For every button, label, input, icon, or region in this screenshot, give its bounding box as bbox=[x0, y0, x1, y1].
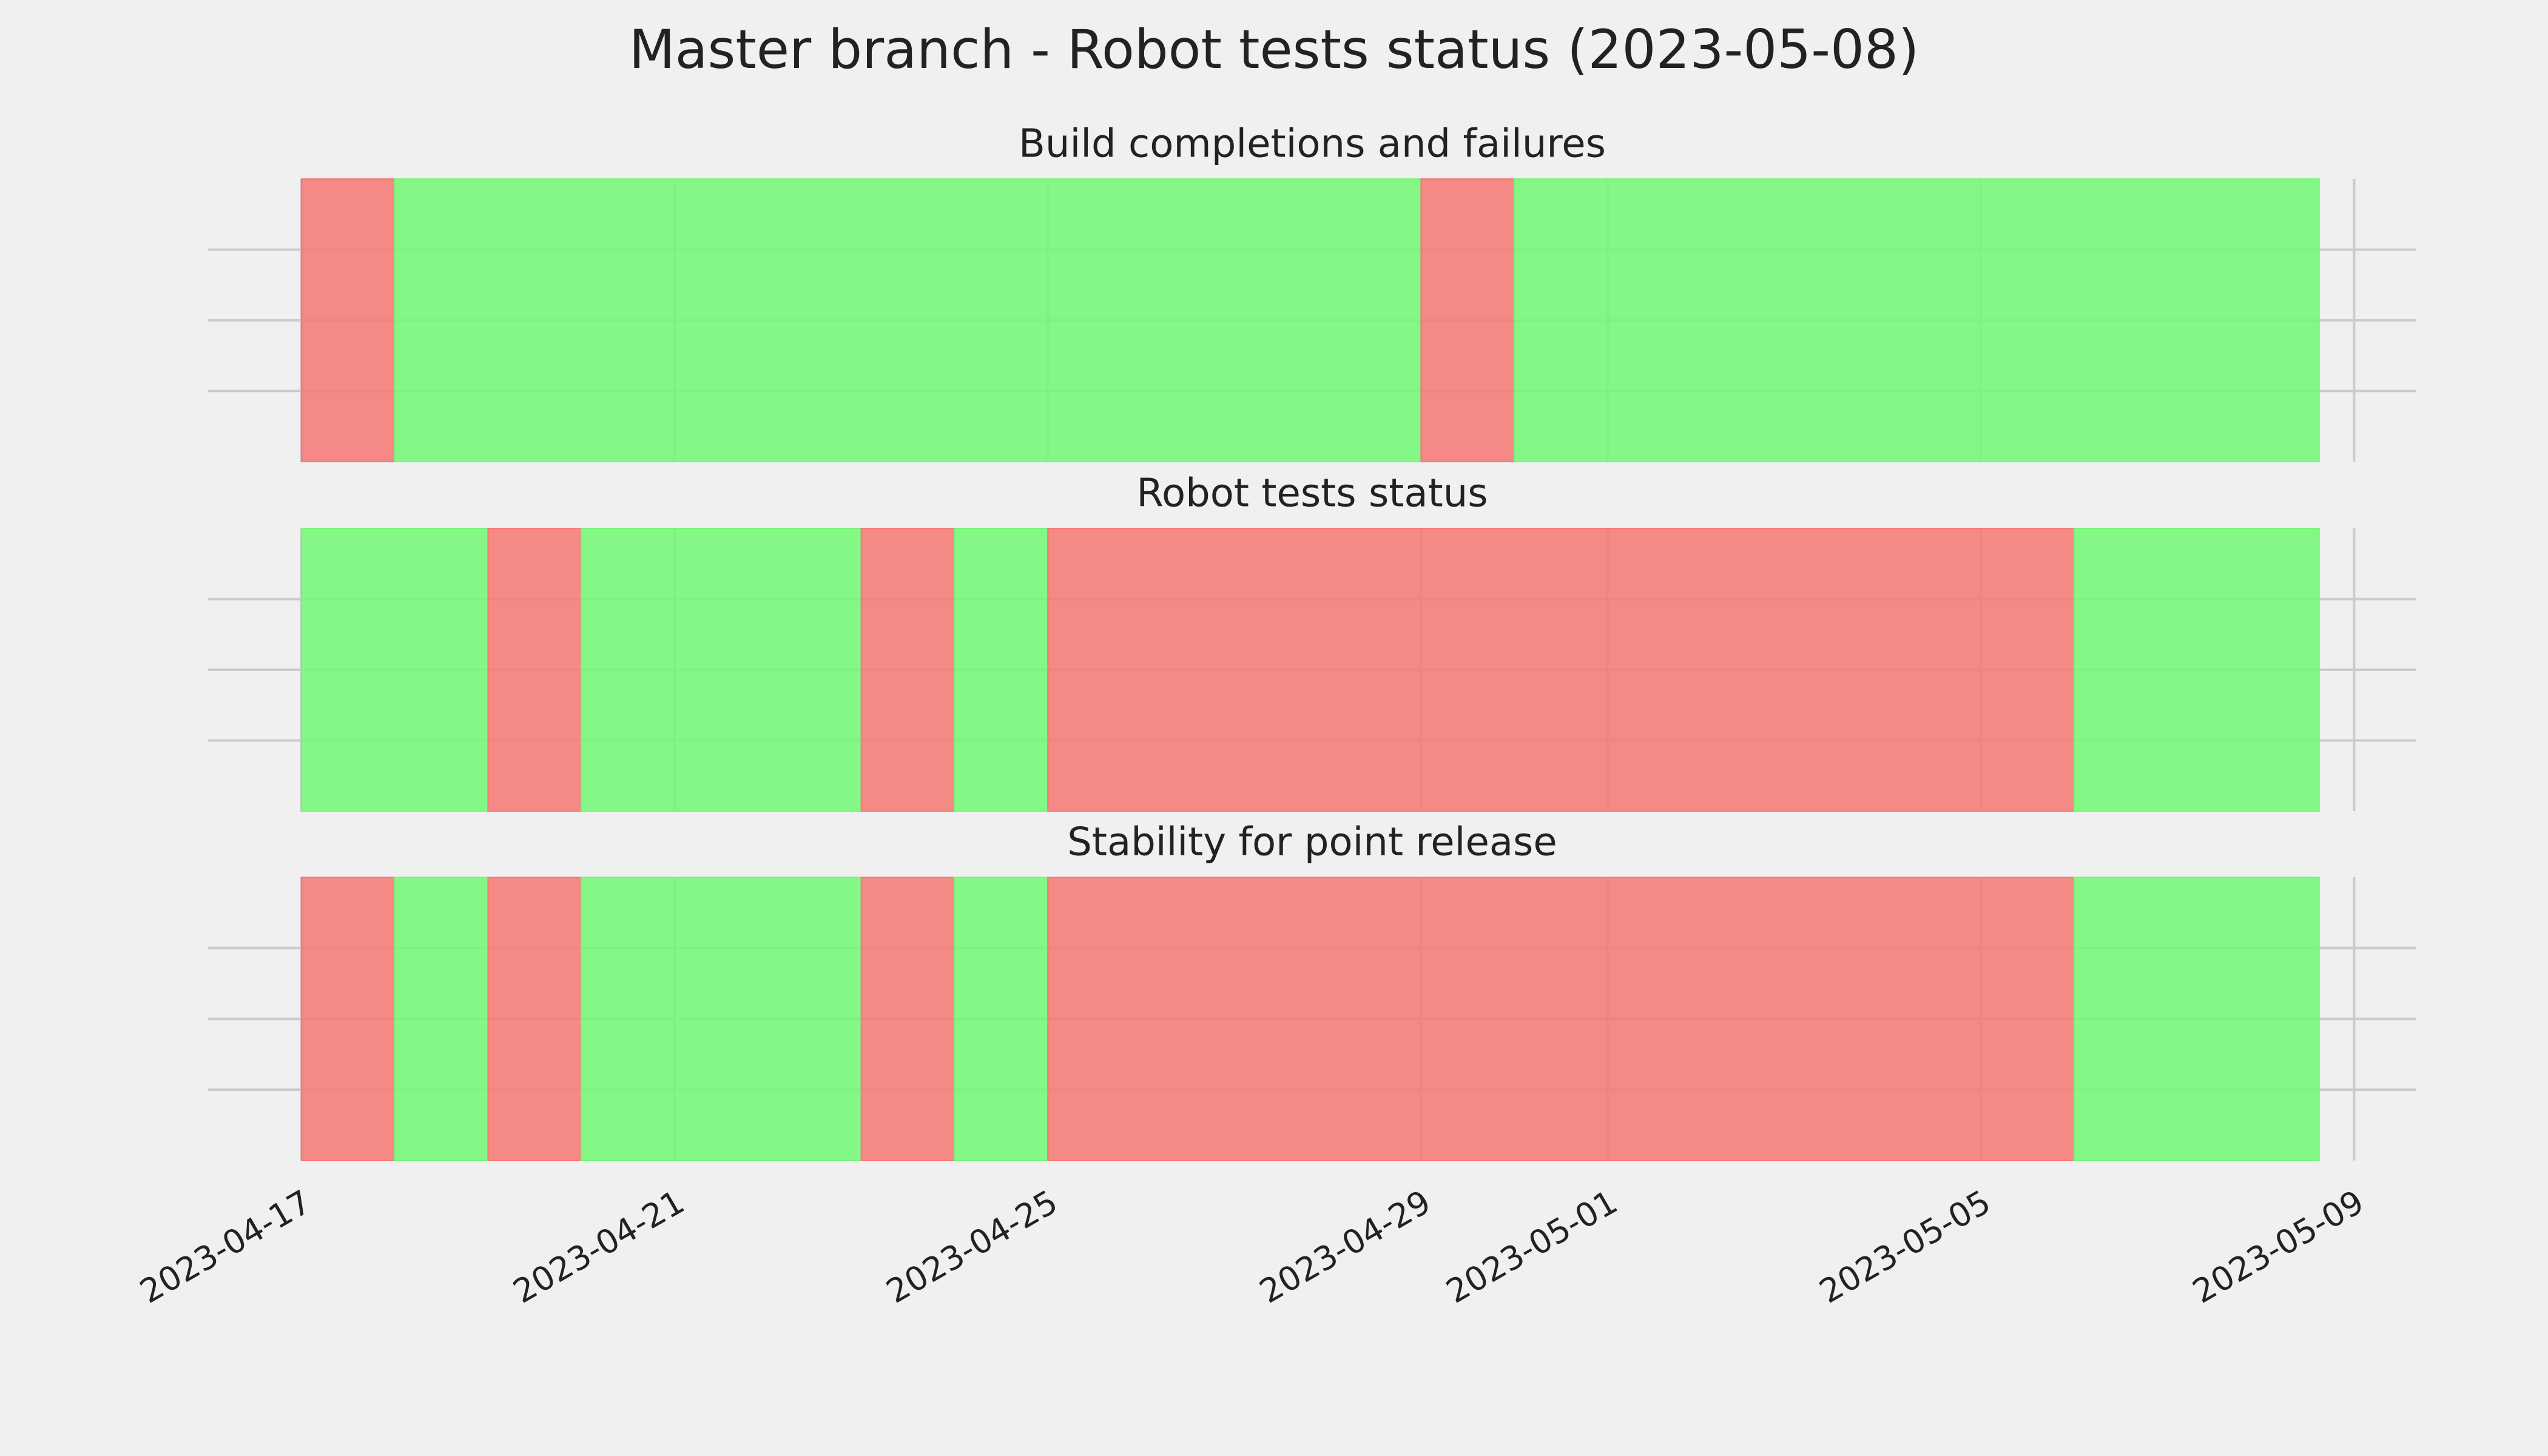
status-bar bbox=[954, 877, 1049, 1161]
panel-title: Robot tests status bbox=[1136, 471, 1488, 516]
status-bar bbox=[394, 178, 1422, 462]
panel-title: Build completions and failures bbox=[1019, 122, 1606, 167]
status-bar bbox=[1047, 528, 2075, 812]
status-bar bbox=[394, 877, 489, 1161]
status-bar bbox=[300, 528, 489, 812]
status-bar bbox=[2074, 877, 2320, 1161]
panel-title: Stability for point release bbox=[1067, 820, 1557, 865]
status-bar bbox=[2074, 528, 2320, 812]
status-bar bbox=[860, 877, 956, 1161]
status-bar bbox=[487, 877, 582, 1161]
status-bar bbox=[1420, 178, 1515, 462]
status-bar bbox=[1514, 178, 2320, 462]
status-bar bbox=[300, 877, 396, 1161]
chart-title: Master branch - Robot tests status (2023… bbox=[629, 18, 1919, 81]
status-bar bbox=[487, 528, 582, 812]
status-bar bbox=[1047, 877, 2075, 1161]
status-bar bbox=[954, 528, 1049, 812]
status-bar bbox=[581, 528, 862, 812]
status-bar bbox=[581, 877, 862, 1161]
status-bar bbox=[300, 178, 396, 462]
status-bar bbox=[860, 528, 956, 812]
